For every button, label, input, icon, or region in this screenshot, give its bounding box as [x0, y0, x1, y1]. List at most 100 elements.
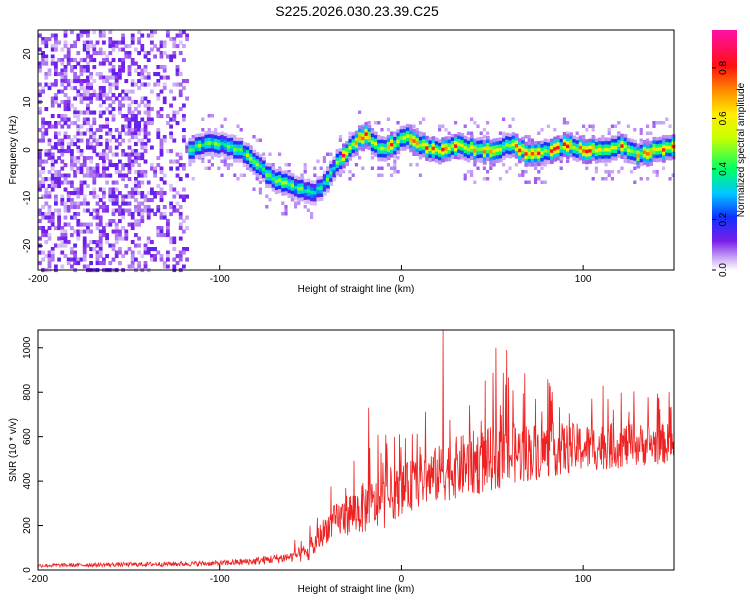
spectrogram-cell: [281, 212, 285, 216]
spectrogram-cell: [121, 65, 125, 70]
spectrogram-cell: [137, 163, 141, 168]
spectrogram-cell: [482, 143, 487, 148]
spectrogram-cell: [108, 138, 113, 143]
spectrogram-cell: [338, 138, 342, 142]
spectrogram-cell: [175, 72, 180, 77]
spectrogram-cell: [150, 47, 154, 52]
spectrogram-cell: [393, 170, 397, 174]
spectrogram-cell: [169, 131, 173, 136]
spectrogram-cell: [73, 142, 77, 147]
spectrogram-cell: [102, 226, 106, 231]
spectrogram-cell: [495, 144, 500, 149]
spectrogram-cell: [130, 240, 135, 245]
spectrogram-cell: [473, 149, 477, 154]
spectrogram-cell: [473, 180, 477, 184]
spectrogram-cell: [57, 222, 61, 227]
spectrogram-cell: [316, 197, 321, 202]
spectrogram-cell: [79, 86, 84, 91]
spectrogram-cell: [114, 96, 119, 101]
spectrogram-cell: [38, 187, 42, 192]
spectrogram-cell: [479, 150, 484, 155]
spectrogram-cell: [662, 158, 666, 163]
spectrogram-cell: [658, 143, 663, 148]
spectrogram-cell: [140, 173, 145, 178]
spectrogram-cell: [105, 75, 109, 80]
spectrogram-cell: [300, 173, 304, 177]
spectrogram-cell: [242, 159, 247, 164]
spectrogram-cell: [502, 155, 506, 160]
spectrogram-cell: [178, 163, 183, 168]
spectrogram-cell: [338, 173, 342, 177]
spectrogram-cell: [514, 151, 519, 156]
spectrogram-cell: [60, 72, 65, 77]
spectrogram-cell: [54, 243, 58, 248]
spectrogram-cell: [370, 144, 375, 149]
spectrogram-cell: [172, 138, 177, 143]
spectrogram-cell: [38, 33, 42, 38]
spectrogram-cell: [127, 96, 132, 101]
spectrogram-cell: [41, 233, 45, 238]
spectrogram-cell: [642, 140, 647, 145]
spectrogram-cell: [41, 54, 45, 59]
spectrogram-cell: [38, 93, 42, 98]
spectrogram-cell: [41, 138, 45, 143]
spectrogram-cell: [418, 147, 423, 152]
spectrogram-cell: [463, 146, 468, 151]
spectrogram-cell: [479, 147, 484, 152]
spectrogram-cell: [124, 93, 129, 98]
spectrogram-cell: [604, 137, 609, 142]
spectrogram-cell: [658, 157, 663, 162]
spectrogram-cell: [130, 187, 135, 192]
spectrogram-cell: [121, 124, 125, 129]
spectrogram-cell: [463, 142, 468, 147]
spectrogram-cell: [601, 144, 605, 149]
spectrogram-cell: [105, 156, 109, 161]
spectrogram-cell: [70, 198, 74, 203]
spectrogram-cell: [585, 160, 589, 165]
spectrogram-cell: [265, 176, 269, 181]
spectrogram-cell: [428, 150, 433, 155]
spectrogram-cell: [60, 58, 65, 63]
spectrogram-cell: [156, 156, 161, 161]
spectrogram-cell: [102, 205, 106, 210]
spectrogram-cell: [159, 166, 164, 171]
spectrogram-cell: [489, 143, 493, 148]
spectrogram-cell: [473, 138, 477, 143]
spectrogram-cell: [630, 145, 634, 150]
spectrogram-cell: [463, 149, 468, 154]
spectrogram-cell: [559, 149, 564, 154]
spectrogram-cell: [271, 173, 276, 178]
spectrogram-cell: [175, 110, 180, 115]
spectrogram-cell: [134, 68, 138, 73]
spectrogram-cell: [130, 257, 135, 262]
spectrogram-cell: [338, 151, 343, 156]
spectrogram-cell: [409, 137, 413, 142]
spectrogram-cell: [89, 170, 93, 175]
spectrogram-cell: [313, 184, 317, 189]
spectrogram-cell: [585, 142, 589, 147]
spectrogram-cell: [166, 229, 170, 234]
spectrogram-cell: [316, 179, 321, 184]
spectrogram-cell: [95, 166, 100, 171]
spectrogram-cell: [111, 82, 116, 87]
spectrogram-cell: [63, 163, 68, 168]
spectrogram-cell: [124, 152, 129, 157]
spectrogram-cell: [57, 131, 61, 136]
spectrogram-cell: [329, 152, 333, 156]
spectrogram-cell: [162, 261, 167, 266]
spectrogram-cell: [121, 114, 125, 119]
spectrogram-cell: [607, 170, 611, 174]
spectrogram-cell: [92, 89, 97, 94]
spectrogram-cell: [230, 155, 234, 160]
spectrogram-cell: [63, 173, 68, 178]
spectrogram-cell: [175, 82, 180, 87]
spectrogram-cell: [105, 240, 109, 245]
spectrogram-cell: [521, 157, 525, 162]
spectrogram-cell: [111, 163, 116, 168]
spectrogram-cell: [482, 153, 487, 158]
spectrogram-cell: [105, 107, 109, 112]
spectrogram-cell: [482, 166, 486, 170]
spectrogram-cell: [150, 247, 154, 252]
spectrogram-cell: [178, 152, 183, 157]
spectrogram-cell: [60, 152, 65, 157]
